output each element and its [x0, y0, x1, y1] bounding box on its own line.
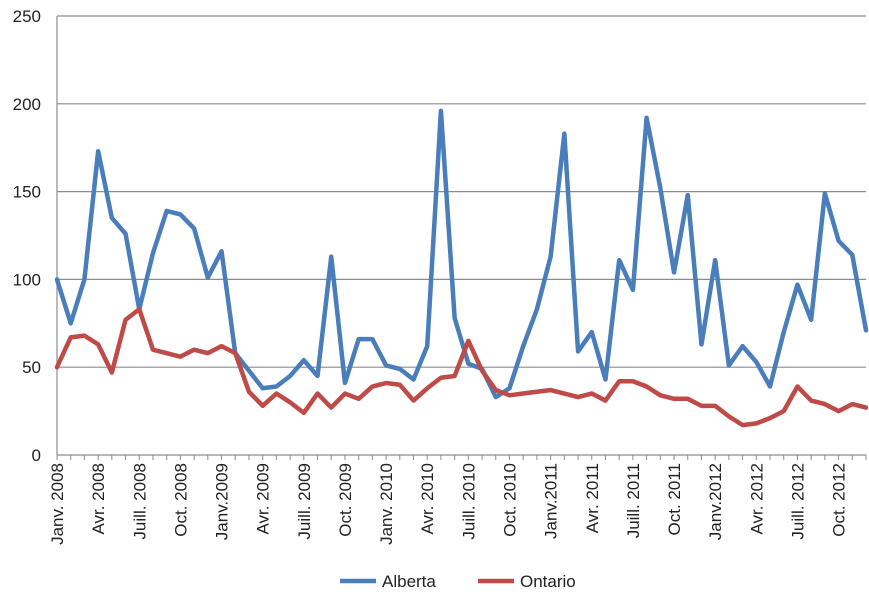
series-line-alberta [54, 108, 869, 400]
legend: Alberta Ontario [340, 572, 576, 591]
x-tick-label: Avr. 2008 [89, 463, 108, 535]
legend-label-alberta: Alberta [382, 572, 436, 591]
x-tick-label: Juill. 2011 [624, 463, 643, 538]
legend-label-ontario: Ontario [520, 572, 576, 591]
x-tick-label: Oct. 2009 [336, 463, 355, 537]
y-tick-label: 250 [13, 7, 41, 26]
x-tick-label: Janv.2011 [542, 463, 561, 539]
x-tick-label: Oct. 2010 [500, 463, 519, 537]
axes [56, 16, 867, 460]
x-tick-label: Janv.2009 [213, 463, 232, 540]
x-tick-label: Avr. 2009 [254, 463, 273, 535]
y-tick-label: 100 [13, 270, 41, 289]
x-tick-label: Avr. 2010 [418, 463, 437, 535]
x-tick-label: Juill. 2010 [459, 463, 478, 540]
x-tick-label: Juill. 2008 [130, 463, 149, 540]
x-tick-label: Juill. 2009 [295, 463, 314, 540]
x-tick-label: Oct. 2008 [171, 463, 190, 537]
x-tick-label: Janv.2012 [706, 463, 725, 540]
x-tick-label: Janv. 2008 [48, 463, 67, 545]
x-tick-label: Juill. 2012 [788, 463, 807, 540]
series-lines [54, 108, 869, 428]
x-tick-label: Janv. 2010 [377, 463, 396, 545]
y-tick-label: 0 [32, 446, 41, 465]
y-axis-ticks: 0 50 100 150 200 250 [13, 7, 41, 465]
x-tick-label: Oct. 2012 [830, 463, 849, 537]
y-tick-label: 200 [13, 95, 41, 114]
gridlines [57, 15, 866, 368]
series-line-ontario [54, 307, 869, 428]
x-tick-label: Avr. 2012 [747, 463, 766, 535]
x-tick-label: Oct. 2011 [665, 463, 684, 535]
x-axis-ticks: Janv. 2008 Avr. 2008 Juill. 2008 Oct. 2008 J… [48, 463, 849, 545]
y-tick-label: 50 [22, 358, 41, 377]
y-tick-label: 150 [13, 183, 41, 202]
x-tick-label: Avr. 2011 [583, 463, 602, 533]
